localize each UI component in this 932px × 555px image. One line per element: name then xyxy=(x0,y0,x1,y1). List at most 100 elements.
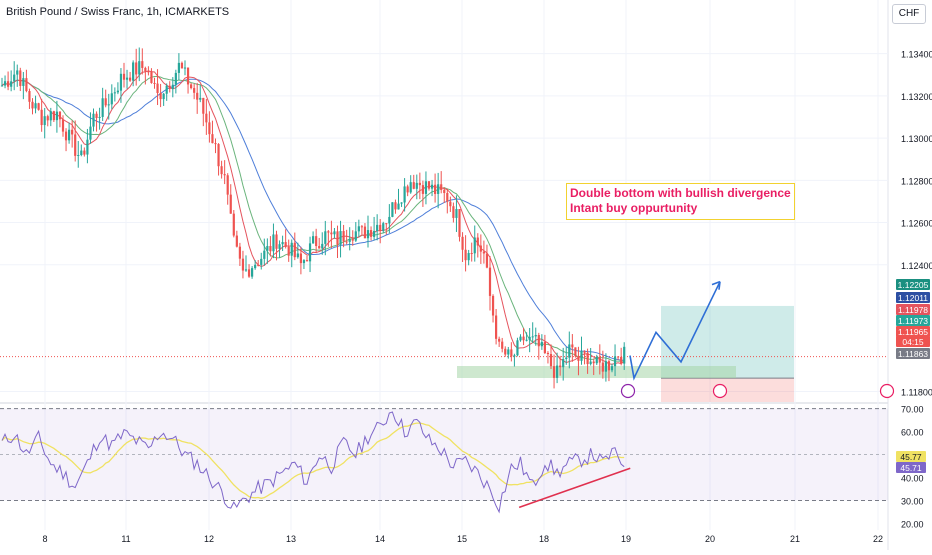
candle-body xyxy=(232,213,235,236)
candle-body xyxy=(144,67,147,72)
candle-body xyxy=(531,336,534,338)
candle-body xyxy=(394,202,397,210)
candle-body xyxy=(312,236,315,244)
candle-body xyxy=(610,366,614,371)
candle-body xyxy=(61,119,65,132)
candle-body xyxy=(104,98,107,106)
candle-body xyxy=(235,235,238,247)
candle-body xyxy=(342,231,345,242)
candle-body xyxy=(186,67,190,85)
candle-body xyxy=(354,231,357,241)
candle-body xyxy=(498,338,501,342)
candle-body xyxy=(565,357,568,359)
candle-body xyxy=(196,92,199,100)
time-tick-label: 18 xyxy=(539,534,549,544)
candle-body xyxy=(382,223,385,231)
candle-body xyxy=(296,253,299,258)
candle-body xyxy=(244,269,248,271)
candle-body xyxy=(55,111,58,121)
candle-body xyxy=(430,184,434,189)
candle-body xyxy=(440,184,443,190)
candle-body xyxy=(409,182,412,193)
price-badge xyxy=(896,304,930,315)
currency-button[interactable]: CHF xyxy=(892,4,926,24)
candle-body xyxy=(116,90,119,93)
candle-body xyxy=(491,295,495,316)
price-tick-label: 1.13400 xyxy=(901,50,932,60)
candle-body xyxy=(193,88,196,93)
candle-body xyxy=(183,67,187,69)
moving-average-fast xyxy=(1,70,625,365)
bullish-divergence-line xyxy=(518,467,631,509)
candle-body xyxy=(229,194,232,214)
candle-body xyxy=(37,103,40,110)
candle-body xyxy=(19,70,22,86)
annotation-note[interactable]: Double bottom with bullish divergence In… xyxy=(566,183,795,220)
candle-body xyxy=(299,253,302,264)
annotation-line-2: Intant buy oppurtunity xyxy=(570,201,698,215)
candle-body xyxy=(427,181,431,189)
rsi-tick-label: 20.00 xyxy=(901,519,924,529)
candle-body xyxy=(77,155,80,157)
candle-body xyxy=(254,264,257,269)
candle-body xyxy=(589,361,592,365)
rsi-tick-label: 30.00 xyxy=(901,496,924,506)
time-tick-label: 15 xyxy=(457,534,467,544)
candle-body xyxy=(162,93,165,100)
candle-body xyxy=(455,208,458,218)
candle-body xyxy=(577,356,580,361)
candle-body xyxy=(534,335,537,337)
price-badge-label: 04:15 xyxy=(902,337,924,347)
candle-body xyxy=(266,246,269,251)
candle-body xyxy=(13,74,16,82)
candle-body xyxy=(507,349,510,355)
rsi-tick-label: 40.00 xyxy=(901,473,924,483)
event-marker-icon xyxy=(712,383,728,399)
candle-body xyxy=(458,208,461,237)
candle-body xyxy=(141,61,144,68)
stop-loss-zone xyxy=(661,378,794,402)
time-tick-label: 14 xyxy=(375,534,385,544)
time-tick-label: 11 xyxy=(121,534,130,544)
candle-body xyxy=(528,336,531,340)
candle-body xyxy=(449,201,452,207)
candle-body xyxy=(208,122,211,135)
price-badge xyxy=(896,279,930,290)
candle-body xyxy=(22,78,25,86)
time-tick-label: 12 xyxy=(204,534,214,544)
candle-body xyxy=(403,186,406,203)
candle-body xyxy=(10,81,13,87)
candle-body xyxy=(95,113,98,118)
candle-body xyxy=(40,109,43,126)
candle-body xyxy=(607,361,611,371)
candle-body xyxy=(574,347,577,357)
candle-body xyxy=(623,346,626,364)
candle-body xyxy=(284,242,287,247)
time-tick-label: 13 xyxy=(286,534,296,544)
price-badge-label: 1.11973 xyxy=(898,316,928,326)
candle-body xyxy=(510,349,513,357)
candle-body xyxy=(171,84,174,89)
event-marker-icon xyxy=(620,383,636,399)
candle-body xyxy=(174,72,177,85)
candle-body xyxy=(604,361,607,372)
candle-body xyxy=(302,260,306,264)
candle-body xyxy=(601,362,604,372)
candle-body xyxy=(247,269,251,277)
candle-body xyxy=(25,78,28,92)
candle-body xyxy=(552,366,556,378)
rsi-moving-average xyxy=(1,422,625,499)
candle-body xyxy=(119,73,123,91)
candle-body xyxy=(223,174,226,176)
candle-body xyxy=(113,92,116,94)
moving-average-slow xyxy=(1,78,625,361)
candle-body xyxy=(83,150,86,155)
candle-body xyxy=(58,111,62,120)
candle-body xyxy=(80,150,83,156)
candle-body xyxy=(122,73,126,80)
candle-body xyxy=(98,116,101,118)
candle-body xyxy=(315,236,318,247)
candle-body xyxy=(251,268,254,277)
candle-body xyxy=(369,230,373,237)
time-tick-label: 20 xyxy=(705,534,715,544)
